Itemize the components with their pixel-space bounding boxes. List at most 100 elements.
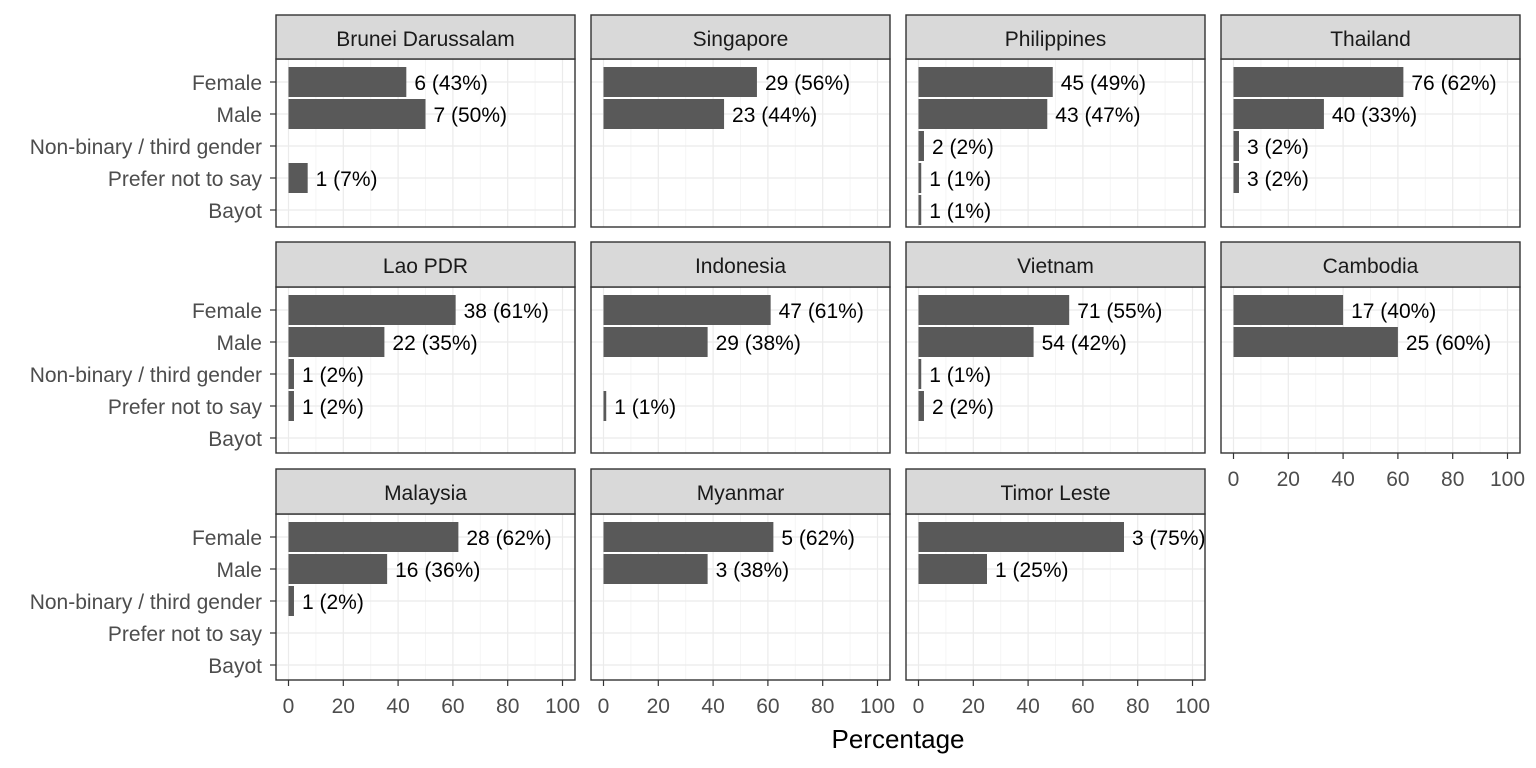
bar-singapore-female bbox=[603, 67, 757, 97]
facet-title-indonesia: Indonesia bbox=[695, 255, 786, 278]
data-label-vietnam-male: 54 (42%) bbox=[1042, 332, 1127, 355]
facet-title-philippines: Philippines bbox=[1005, 28, 1107, 51]
data-label-philippines-female: 45 (49%) bbox=[1061, 72, 1146, 95]
strip-lao-pdr bbox=[275, 241, 576, 288]
strip-malaysia bbox=[275, 468, 576, 515]
y-tick-label-female: Female bbox=[192, 527, 262, 550]
bar-timor-leste-female bbox=[918, 522, 1124, 552]
y-tick-label-bayot: Bayot bbox=[208, 428, 262, 451]
data-label-myanmar-male: 3 (38%) bbox=[716, 559, 790, 582]
x-tick-label-malaysia: 20 bbox=[332, 695, 355, 718]
x-tick-label-cambodia: 80 bbox=[1441, 468, 1464, 491]
bar-vietnam-female bbox=[918, 295, 1070, 325]
bar-philippines-female bbox=[918, 67, 1053, 97]
bar-singapore-male bbox=[603, 99, 725, 129]
bar-lao-pdr-prefer-not-to-say bbox=[288, 391, 294, 421]
bar-malaysia-male bbox=[288, 554, 388, 584]
x-tick-label-myanmar: 0 bbox=[598, 695, 610, 718]
data-label-malaysia-non-binary-third-gender: 1 (2%) bbox=[302, 591, 364, 614]
bar-thailand-non-binary-third-gender bbox=[1233, 131, 1239, 161]
strip-thailand bbox=[1220, 14, 1521, 60]
x-tick-label-timor-leste: 80 bbox=[1126, 695, 1149, 718]
y-tick-label-prefer-not-to-say: Prefer not to say bbox=[108, 396, 263, 419]
x-tick-label-myanmar: 20 bbox=[647, 695, 670, 718]
data-label-singapore-female: 29 (56%) bbox=[765, 72, 850, 95]
facet-title-myanmar: Myanmar bbox=[697, 482, 785, 505]
bar-philippines-male bbox=[918, 99, 1048, 129]
y-tick-label-non-binary-third-gender: Non-binary / third gender bbox=[30, 136, 262, 159]
data-label-brunei-darussalam-female: 6 (43%) bbox=[414, 72, 488, 95]
data-label-myanmar-female: 5 (62%) bbox=[781, 527, 855, 550]
strip-indonesia bbox=[590, 241, 891, 288]
data-label-philippines-prefer-not-to-say: 1 (1%) bbox=[929, 168, 991, 191]
y-tick-label-prefer-not-to-say: Prefer not to say bbox=[108, 623, 263, 646]
bar-vietnam-non-binary-third-gender bbox=[918, 359, 922, 389]
bar-philippines-prefer-not-to-say bbox=[918, 163, 922, 193]
data-label-philippines-non-binary-third-gender: 2 (2%) bbox=[932, 136, 994, 159]
bar-indonesia-prefer-not-to-say bbox=[603, 391, 607, 421]
y-tick-label-female: Female bbox=[192, 300, 262, 323]
data-label-timor-leste-male: 1 (25%) bbox=[995, 559, 1069, 582]
y-tick-label-bayot: Bayot bbox=[208, 655, 262, 678]
bar-malaysia-female bbox=[288, 522, 459, 552]
x-tick-label-timor-leste: 40 bbox=[1016, 695, 1039, 718]
x-tick-label-cambodia: 20 bbox=[1277, 468, 1300, 491]
data-label-vietnam-female: 71 (55%) bbox=[1077, 300, 1162, 323]
x-tick-label-malaysia: 0 bbox=[283, 695, 295, 718]
y-tick-label-non-binary-third-gender: Non-binary / third gender bbox=[30, 364, 262, 387]
data-label-philippines-male: 43 (47%) bbox=[1055, 104, 1140, 127]
data-label-cambodia-male: 25 (60%) bbox=[1406, 332, 1491, 355]
facet-title-vietnam: Vietnam bbox=[1017, 255, 1094, 278]
data-label-vietnam-prefer-not-to-say: 2 (2%) bbox=[932, 396, 994, 419]
x-tick-label-myanmar: 40 bbox=[701, 695, 724, 718]
bar-cambodia-male bbox=[1233, 327, 1398, 357]
data-label-indonesia-prefer-not-to-say: 1 (1%) bbox=[614, 396, 676, 419]
data-label-lao-pdr-male: 22 (35%) bbox=[392, 332, 477, 355]
bar-indonesia-female bbox=[603, 295, 771, 325]
y-tick-label-male: Male bbox=[216, 559, 262, 582]
bar-myanmar-male bbox=[603, 554, 708, 584]
y-tick-label-non-binary-third-gender: Non-binary / third gender bbox=[30, 591, 262, 614]
bar-malaysia-non-binary-third-gender bbox=[288, 586, 294, 616]
bar-myanmar-female bbox=[603, 522, 774, 552]
x-tick-label-myanmar: 80 bbox=[811, 695, 834, 718]
facet-title-singapore: Singapore bbox=[693, 28, 789, 51]
data-label-lao-pdr-female: 38 (61%) bbox=[464, 300, 549, 323]
x-tick-label-timor-leste: 60 bbox=[1071, 695, 1094, 718]
data-label-timor-leste-female: 3 (75%) bbox=[1132, 527, 1206, 550]
data-label-malaysia-male: 16 (36%) bbox=[395, 559, 480, 582]
x-tick-label-malaysia: 60 bbox=[441, 695, 464, 718]
bar-brunei-darussalam-male bbox=[288, 99, 426, 129]
data-label-thailand-non-binary-third-gender: 3 (2%) bbox=[1247, 136, 1309, 159]
data-label-lao-pdr-non-binary-third-gender: 1 (2%) bbox=[302, 364, 364, 387]
data-label-brunei-darussalam-male: 7 (50%) bbox=[434, 104, 508, 127]
x-tick-label-timor-leste: 100 bbox=[1175, 695, 1210, 718]
data-label-malaysia-female: 28 (62%) bbox=[466, 527, 551, 550]
data-label-cambodia-female: 17 (40%) bbox=[1351, 300, 1436, 323]
facet-title-thailand: Thailand bbox=[1330, 28, 1411, 51]
strip-cambodia bbox=[1220, 241, 1521, 288]
data-label-vietnam-non-binary-third-gender: 1 (1%) bbox=[929, 364, 991, 387]
x-tick-label-malaysia: 80 bbox=[496, 695, 519, 718]
strip-philippines bbox=[905, 14, 1206, 60]
y-tick-label-male: Male bbox=[216, 332, 262, 355]
strip-timor-leste bbox=[905, 468, 1206, 515]
facet-title-lao-pdr: Lao PDR bbox=[383, 255, 468, 278]
x-tick-label-timor-leste: 0 bbox=[913, 695, 925, 718]
data-label-indonesia-male: 29 (38%) bbox=[716, 332, 801, 355]
data-label-lao-pdr-prefer-not-to-say: 1 (2%) bbox=[302, 396, 364, 419]
x-tick-label-cambodia: 40 bbox=[1331, 468, 1354, 491]
facet-title-brunei-darussalam: Brunei Darussalam bbox=[336, 28, 515, 51]
strip-myanmar bbox=[590, 468, 891, 515]
data-label-thailand-male: 40 (33%) bbox=[1332, 104, 1417, 127]
x-tick-label-malaysia: 100 bbox=[545, 695, 580, 718]
bar-philippines-non-binary-third-gender bbox=[918, 131, 924, 161]
bar-brunei-darussalam-female bbox=[288, 67, 407, 97]
bar-brunei-darussalam-prefer-not-to-say bbox=[288, 163, 308, 193]
bar-thailand-prefer-not-to-say bbox=[1233, 163, 1239, 193]
bar-indonesia-male bbox=[603, 327, 708, 357]
data-label-thailand-female: 76 (62%) bbox=[1411, 72, 1496, 95]
x-tick-label-myanmar: 60 bbox=[756, 695, 779, 718]
bar-thailand-male bbox=[1233, 99, 1324, 129]
bar-vietnam-prefer-not-to-say bbox=[918, 391, 924, 421]
